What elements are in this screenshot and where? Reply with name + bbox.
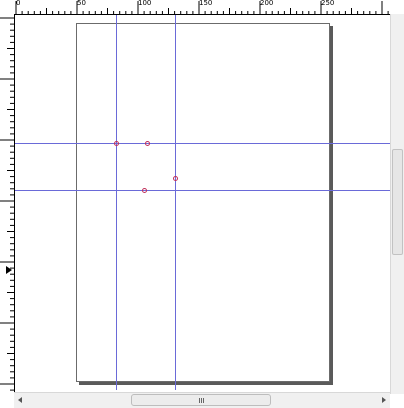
anchor-point-2[interactable] — [145, 141, 150, 146]
document-page[interactable] — [76, 23, 330, 382]
grip-icon — [198, 397, 204, 403]
vertical-guide-1[interactable] — [116, 15, 117, 390]
document-canvas[interactable] — [15, 15, 390, 390]
horizontal-ruler-ticks — [15, 1, 389, 15]
horizontal-ruler[interactable]: 0 50 100 150 200 250 — [14, 0, 390, 15]
ruler-label-0: 0 — [16, 0, 21, 7]
ruler-corner[interactable] — [0, 0, 15, 15]
vertical-guide-2[interactable] — [175, 15, 176, 390]
horizontal-scrollbar[interactable] — [14, 392, 390, 408]
anchor-point-1[interactable] — [114, 141, 119, 146]
horizontal-guide-2[interactable] — [15, 190, 390, 191]
vertical-ruler-ticks — [0, 17, 14, 391]
ruler-label-200: 200 — [260, 0, 274, 7]
horizontal-scrollbar-thumb[interactable] — [131, 394, 271, 406]
vertical-ruler[interactable] — [0, 14, 15, 394]
anchor-point-4[interactable] — [142, 188, 147, 193]
anchor-point-3[interactable] — [173, 176, 178, 181]
arrow-left-icon[interactable] — [18, 397, 22, 403]
horizontal-guide-1[interactable] — [15, 143, 390, 144]
arrow-right-icon[interactable] — [382, 397, 386, 403]
vertical-scrollbar-thumb[interactable] — [392, 149, 403, 255]
ruler-label-250: 250 — [321, 0, 335, 7]
ruler-label-100: 100 — [138, 0, 152, 7]
triangle-marker-icon[interactable] — [6, 266, 12, 274]
vertical-scrollbar[interactable] — [390, 14, 404, 394]
ruler-label-150: 150 — [199, 0, 213, 7]
ruler-label-50: 50 — [77, 0, 86, 7]
